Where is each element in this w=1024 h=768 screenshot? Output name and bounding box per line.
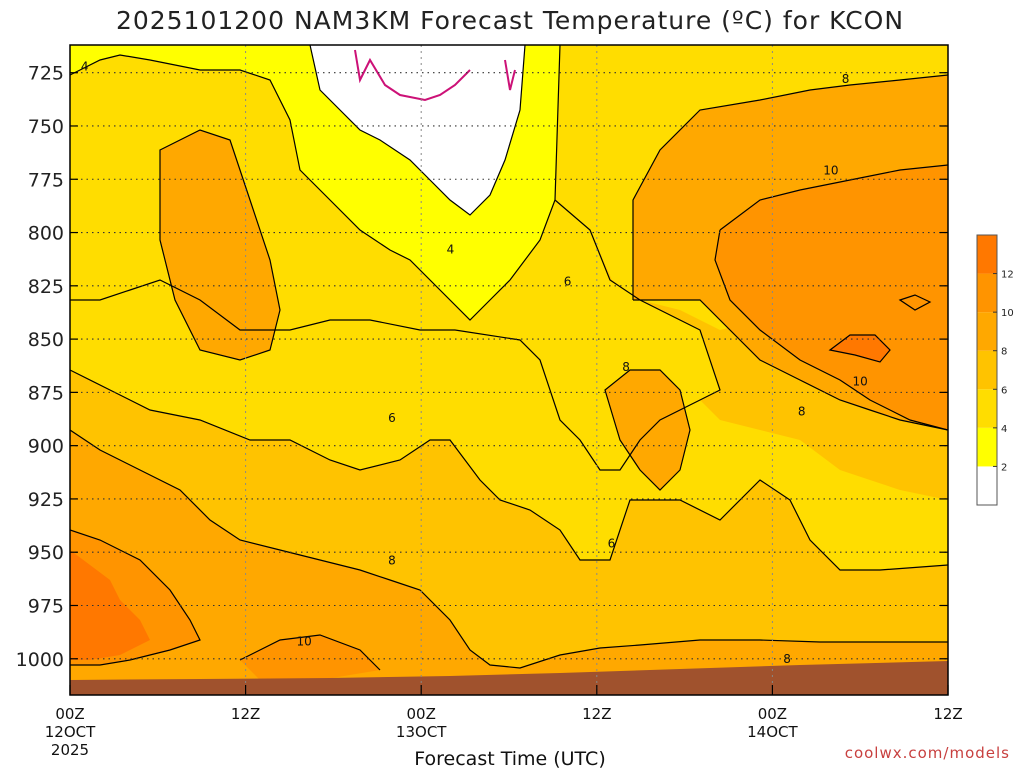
legend-tick-label: 4 xyxy=(1001,424,1007,435)
y-tick-label: 875 xyxy=(28,382,64,404)
contour-labels: 4 4 6 6 6 8 8 8 8 8 10 10 10 xyxy=(81,59,868,665)
x-tick-date: 14OCT xyxy=(747,723,798,741)
color-legend: 2 4 6 8 10 12 xyxy=(976,234,1014,506)
y-tick-label: 925 xyxy=(28,489,64,511)
legend-tick-label: 12 xyxy=(1001,270,1014,281)
contour-label: 8 xyxy=(783,652,791,666)
legend-swatch xyxy=(977,427,997,467)
grid xyxy=(70,45,948,695)
legend-tick-label: 10 xyxy=(1001,308,1014,319)
y-tick-label: 750 xyxy=(28,116,64,138)
plot-area xyxy=(70,45,948,695)
x-tick-date: 13OCT xyxy=(396,723,447,741)
chart-title: 2025101200 NAM3KM Forecast Temperature (… xyxy=(116,6,904,35)
contour-label: 8 xyxy=(622,360,630,374)
y-tick-label: 825 xyxy=(28,276,64,298)
legend-tick-label: 8 xyxy=(1001,347,1007,358)
y-tick-label: 900 xyxy=(28,436,64,458)
x-tick-label: 12Z xyxy=(231,705,260,723)
legend-swatch xyxy=(977,466,997,505)
y-tick-label: 950 xyxy=(28,542,64,564)
y-tick-label: 775 xyxy=(28,169,64,191)
legend-swatch xyxy=(977,235,997,274)
x-tick-year: 2025 xyxy=(51,741,89,759)
contour-label: 6 xyxy=(564,275,572,289)
y-axis: 725 750 775 800 825 850 875 900 925 950 975 1000 xyxy=(16,63,948,671)
contour-label: 6 xyxy=(388,411,396,425)
band-10-12 xyxy=(70,165,948,680)
contour-label: 4 xyxy=(447,243,455,257)
contour-label: 8 xyxy=(388,554,396,568)
x-axis-label: Forecast Time (UTC) xyxy=(414,748,605,768)
legend-frame xyxy=(976,234,998,506)
x-tick-label: 12Z xyxy=(933,705,962,723)
legend-swatch xyxy=(977,350,997,390)
legend-swatch xyxy=(977,389,997,428)
y-tick-label: 1000 xyxy=(16,649,64,671)
x-tick-label: 00Z xyxy=(407,705,436,723)
contour-label: 10 xyxy=(296,635,311,649)
credit-text: coolwx.com/models xyxy=(845,744,1010,762)
contour-lines xyxy=(70,45,948,671)
contour-label: 6 xyxy=(608,537,616,551)
y-tick-label: 850 xyxy=(28,329,64,351)
plot-frame xyxy=(69,44,949,696)
y-tick-label: 975 xyxy=(28,595,64,617)
contour-label: 10 xyxy=(823,164,838,178)
contour-label: 8 xyxy=(798,405,806,419)
y-tick-label: 725 xyxy=(28,63,64,85)
x-tick-label: 00Z xyxy=(55,705,84,723)
x-tick-date: 12OCT xyxy=(45,723,96,741)
legend-tick-label: 6 xyxy=(1001,385,1007,396)
legend-tick-label: 2 xyxy=(1001,462,1007,473)
legend-swatch xyxy=(977,312,997,351)
legend-swatch xyxy=(977,273,997,313)
band-0-2 xyxy=(310,45,525,215)
x-tick-label: 00Z xyxy=(758,705,787,723)
terrain xyxy=(70,661,948,695)
contour-label: 4 xyxy=(81,59,89,73)
contour-label: 10 xyxy=(853,375,868,389)
contour-0c xyxy=(354,49,516,102)
y-tick-label: 800 xyxy=(28,223,64,245)
x-tick-label: 12Z xyxy=(582,705,611,723)
contour-label: 8 xyxy=(842,72,850,86)
